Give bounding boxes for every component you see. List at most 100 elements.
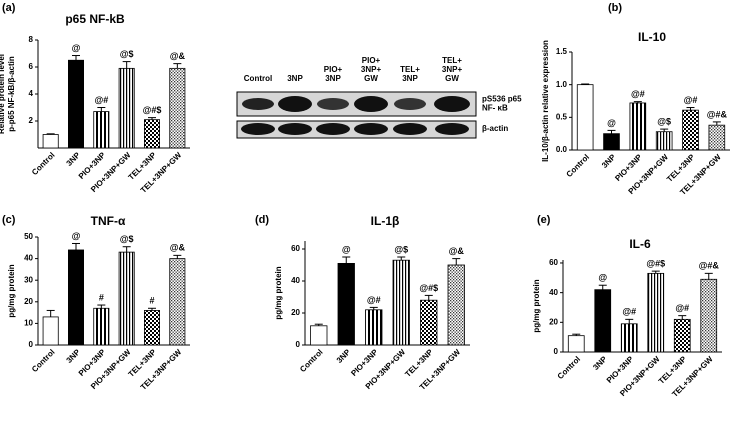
y-tick-label: 40 [24,254,33,263]
significance-label: @ [607,118,616,128]
x-tick-label: 3NP [600,152,618,170]
row-label: pS536 p65 [482,95,522,104]
bar [620,323,638,353]
significance-label: @# [367,295,381,305]
bar [68,249,85,346]
y-tick-label: 0 [29,340,34,349]
x-tick-label: Control [556,355,582,381]
bar [42,134,59,149]
significance-label: @# [684,95,698,105]
chart-title: IL-10 [638,30,666,44]
x-tick-label: Control [565,153,591,179]
lane-label: 3NP [402,74,418,83]
lane-label: 3NP [287,74,303,83]
western-blot [236,91,477,139]
significance-label: @# [631,89,645,99]
blot-band [393,123,427,135]
y-tick-label: 0.5 [556,112,568,121]
bar [629,102,647,151]
significance-label: # [149,296,154,306]
lane-label: 3NP+ [442,65,463,74]
y-axis-label: Relative protein level [0,54,6,134]
bar [567,335,585,353]
lane-label: PIO+ [362,56,381,65]
lane-label: 3NP+ [361,65,382,74]
significance-label: @$ [120,234,134,244]
bar [576,84,594,151]
x-tick-label: 3NP [65,347,83,365]
bar [603,133,620,151]
significance-label: # [99,292,104,302]
bar [118,251,135,346]
bar [365,309,383,346]
bar [700,278,718,353]
significance-label: @ [72,43,81,53]
blot-band [242,98,274,110]
bar [337,262,355,346]
bar [68,59,85,149]
bar [655,131,673,151]
significance-label: @#$ [143,105,162,115]
bar [310,325,328,346]
y-axis-label: IL-10/β-actin relative expression [541,40,550,162]
panel-label: (d) [255,214,269,226]
significance-label: @& [170,243,186,253]
chart-title: IL-1β [371,214,400,228]
x-tick-label: 3NP [335,347,353,365]
y-axis-label: pg/mg protein [532,279,541,332]
significance-label: @ [598,273,607,283]
bar [682,109,699,151]
panel-label: (e) [537,214,551,226]
blot-band [278,96,312,112]
bar [169,67,186,149]
y-tick-label: 1.5 [556,47,568,56]
x-tick-label: Control [298,348,324,374]
y-tick-label: 0.0 [556,145,568,154]
bar [447,264,465,346]
bar [392,259,410,346]
blot-band [317,98,349,110]
significance-label: @#$ [419,283,438,293]
x-tick-label: 3NP [65,150,83,168]
x-tick-label: 3NP [591,354,609,372]
bar [143,310,160,346]
lane-label: PIO+ [324,65,343,74]
y-tick-label: 2 [29,116,34,125]
y-axis-label: pg/mg protein [274,266,283,319]
x-tick-label: Control [30,151,56,177]
blot-band [354,123,388,135]
blot-band [394,98,426,110]
y-tick-label: 10 [24,319,33,328]
bar [708,124,726,151]
significance-label: @ [342,244,351,254]
y-tick-label: 50 [24,232,33,241]
chart-title: TNF-α [91,214,126,228]
panel-label: (c) [2,214,16,226]
lane-label: 3NP [325,74,341,83]
significance-label: @# [622,307,636,317]
significance-label: @#& [699,261,720,271]
x-tick-label: Control [30,348,56,374]
y-tick-label: 30 [24,275,33,284]
bar [420,299,438,346]
bar [93,307,110,346]
row-label: NF- κB [482,104,508,113]
significance-label: @# [94,95,108,105]
lane-label: Control [244,74,272,83]
y-tick-label: 20 [291,308,300,317]
chart-title: IL-6 [629,237,651,251]
significance-label: @#$ [646,259,665,269]
y-tick-label: 4 [29,89,34,98]
blot-band [354,96,388,112]
y-tick-label: 8 [29,35,34,44]
significance-label: @& [170,51,186,61]
blot-band [316,123,350,135]
y-axis-label: p-p65 NF-kB/β-actin [7,56,16,132]
row-label: β-actin [482,124,508,133]
y-axis-label: pg/mg protein [7,264,16,317]
bar [594,289,612,353]
y-tick-label: 60 [549,258,558,267]
blot-band [241,123,275,135]
significance-label: @ [72,231,81,241]
y-tick-label: 40 [549,288,558,297]
